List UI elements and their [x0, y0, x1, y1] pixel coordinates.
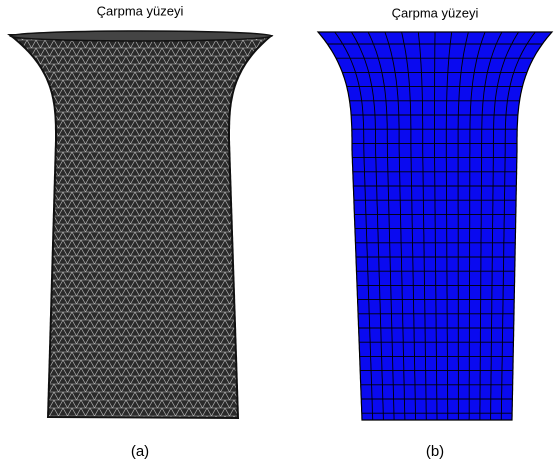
mesh-body [10, 35, 271, 418]
mesh-rim [10, 31, 272, 41]
tetra-mesh-panel [10, 31, 272, 418]
panel-title: Çarpma yüzeyi [392, 5, 479, 20]
panel-title: Çarpma yüzeyi [97, 3, 184, 18]
panel-caption: (a) [131, 443, 149, 460]
panel-caption: (b) [426, 443, 444, 460]
hex-mesh-panel [318, 32, 552, 420]
figure: Çarpma yüzeyi Çarpma yüzeyi (a) (b) [0, 0, 557, 468]
